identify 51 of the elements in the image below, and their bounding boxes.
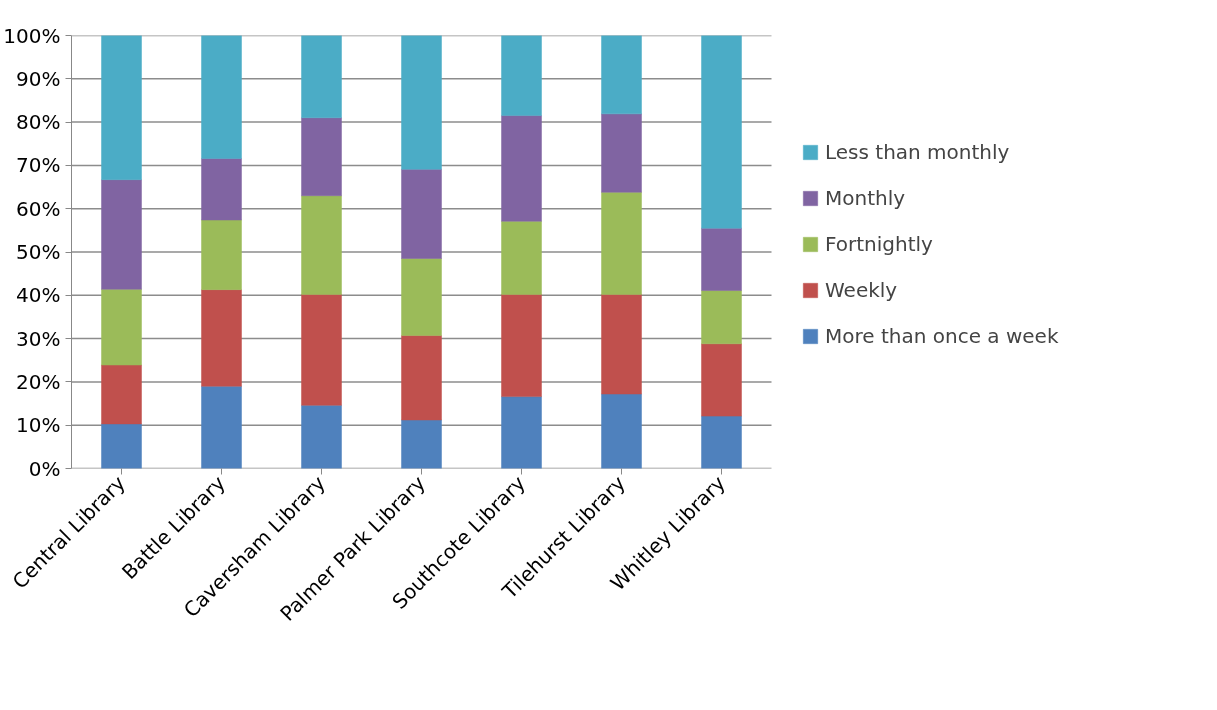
bar — [301, 294, 342, 406]
bar — [601, 192, 642, 295]
y-tick-label: 100% — [3, 23, 61, 48]
bar — [601, 35, 642, 115]
bar — [501, 221, 542, 295]
y-tick-label: 30% — [16, 326, 61, 351]
legend-label: Less than monthly — [825, 140, 1010, 164]
bar — [701, 35, 742, 229]
bar — [501, 396, 542, 469]
legend-label: Weekly — [825, 278, 898, 302]
bar — [201, 158, 242, 221]
legend-label: More than once a week — [825, 324, 1059, 348]
bar — [401, 419, 442, 469]
y-tick-label: 10% — [16, 413, 61, 438]
bar — [401, 35, 442, 170]
legend-label: Monthly — [825, 186, 906, 210]
bar — [301, 405, 342, 469]
bar — [301, 35, 342, 119]
bar — [301, 195, 342, 295]
bar — [701, 290, 742, 345]
bar — [201, 35, 242, 159]
legend-label: Fortnightly — [825, 232, 933, 256]
bar — [101, 288, 142, 366]
bar — [101, 35, 142, 180]
bar — [301, 117, 342, 196]
y-tick-label: 90% — [16, 66, 61, 91]
bar — [701, 343, 742, 417]
bar — [601, 294, 642, 395]
bar — [101, 364, 142, 425]
bar — [201, 385, 242, 469]
bar — [601, 393, 642, 469]
y-tick-label: 70% — [16, 153, 61, 178]
bar — [701, 415, 742, 469]
y-tick-label: 20% — [16, 369, 61, 394]
y-tick-label: 60% — [16, 196, 61, 221]
bar — [201, 289, 242, 387]
bar — [501, 35, 542, 116]
bar — [701, 227, 742, 291]
bar — [501, 294, 542, 397]
bar — [201, 219, 242, 290]
bar — [101, 179, 142, 290]
bar — [401, 335, 442, 421]
y-tick-label: 40% — [16, 283, 61, 308]
bar — [401, 258, 442, 336]
bar — [101, 423, 142, 469]
bar — [601, 113, 642, 193]
y-tick-label: 50% — [16, 240, 61, 264]
bar — [501, 115, 542, 222]
y-tick-label: 0% — [28, 456, 61, 481]
bar — [401, 169, 442, 259]
y-tick-label: 80% — [16, 110, 61, 135]
